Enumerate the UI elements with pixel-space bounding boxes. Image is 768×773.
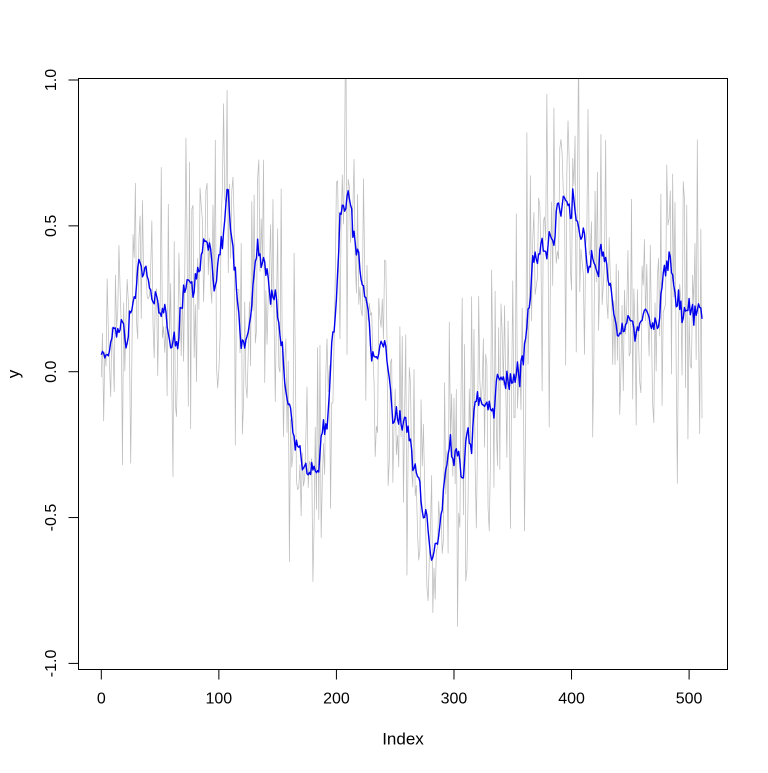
svg-text:-1.0: -1.0: [43, 650, 60, 678]
svg-text:0.5: 0.5: [43, 215, 60, 237]
svg-text:500: 500: [676, 691, 703, 708]
svg-text:100: 100: [206, 691, 233, 708]
svg-text:0: 0: [97, 691, 106, 708]
svg-text:1.0: 1.0: [43, 69, 60, 91]
svg-text:y: y: [4, 369, 23, 378]
svg-text:0.0: 0.0: [43, 360, 60, 382]
svg-text:Index: Index: [382, 730, 424, 749]
svg-text:-0.5: -0.5: [43, 504, 60, 532]
svg-text:400: 400: [558, 691, 585, 708]
svg-text:200: 200: [323, 691, 350, 708]
svg-text:300: 300: [441, 691, 468, 708]
